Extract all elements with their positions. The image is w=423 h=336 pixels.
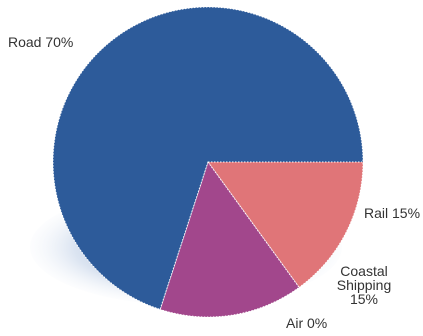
pie-label-road: Road 70% — [8, 34, 73, 50]
pie-label-rail: Rail 15% — [364, 205, 420, 221]
pie-labels: Road 70% Rail 15% Coastal Shipping 15% Air 0% — [8, 34, 420, 331]
pie-slices — [52, 6, 364, 318]
pie-slice-road — [52, 6, 364, 311]
pie-slice-rail — [207, 161, 364, 289]
pie-label-coastal-shipping: Coastal Shipping 15% — [337, 263, 392, 307]
pie-label-air: Air 0% — [286, 315, 327, 331]
pie-slice-coastal-shipping — [159, 160, 300, 318]
